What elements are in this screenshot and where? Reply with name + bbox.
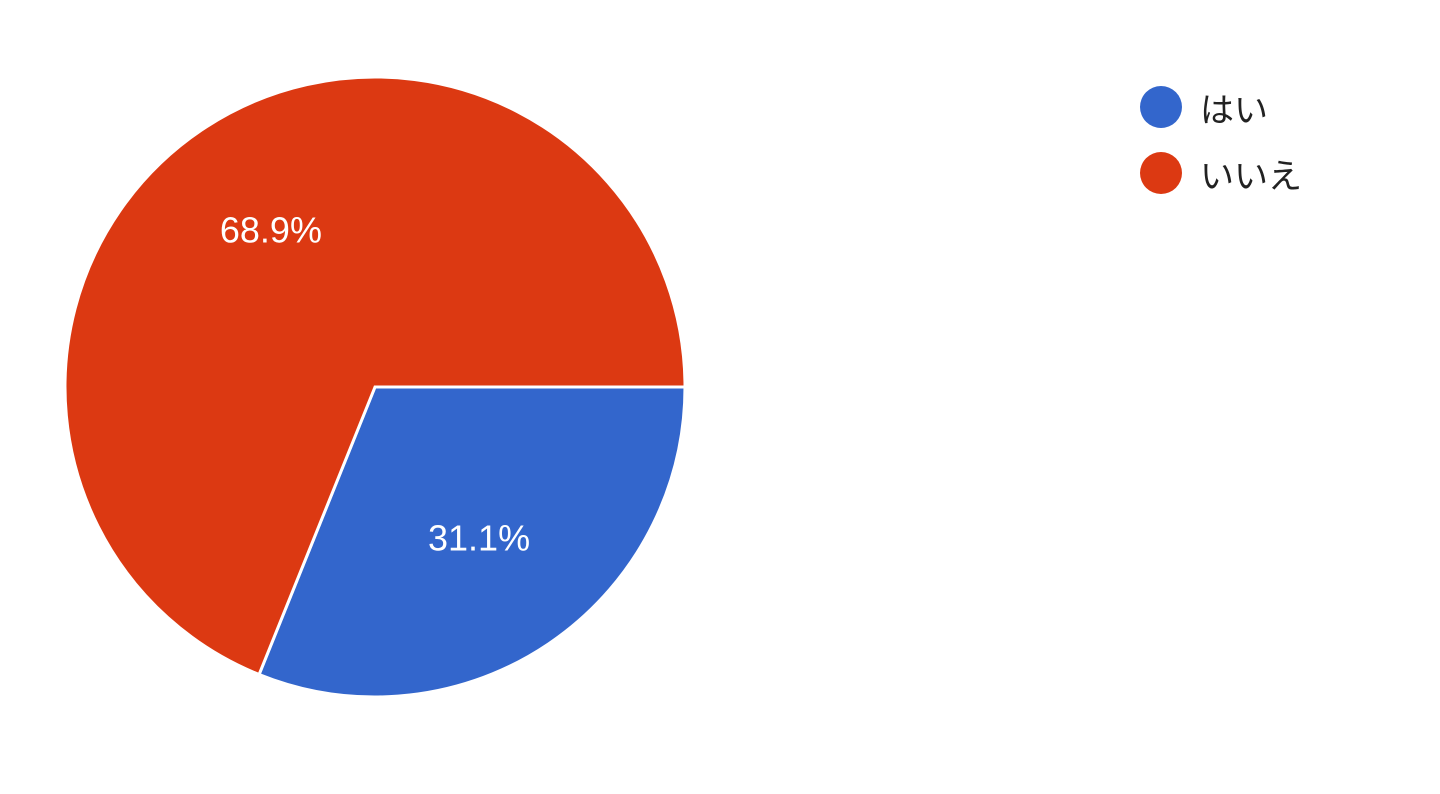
legend-label-no: いいえ: [1200, 156, 1302, 197]
slice-no[interactable]: [63, 75, 687, 677]
legend: はい いいえ: [1140, 74, 1302, 206]
slice-no-label: 68.9%: [220, 209, 322, 250]
legend-swatch-no: [1140, 152, 1182, 194]
pie-chart: 31.1% 68.9%: [63, 75, 687, 699]
legend-item-yes[interactable]: はい: [1140, 74, 1302, 140]
slice-yes[interactable]: [257, 385, 687, 699]
legend-label-yes: はい: [1200, 90, 1268, 131]
legend-item-no[interactable]: いいえ: [1140, 140, 1302, 206]
slice-yes-label: 31.1%: [428, 518, 530, 559]
legend-swatch-yes: [1140, 86, 1182, 128]
